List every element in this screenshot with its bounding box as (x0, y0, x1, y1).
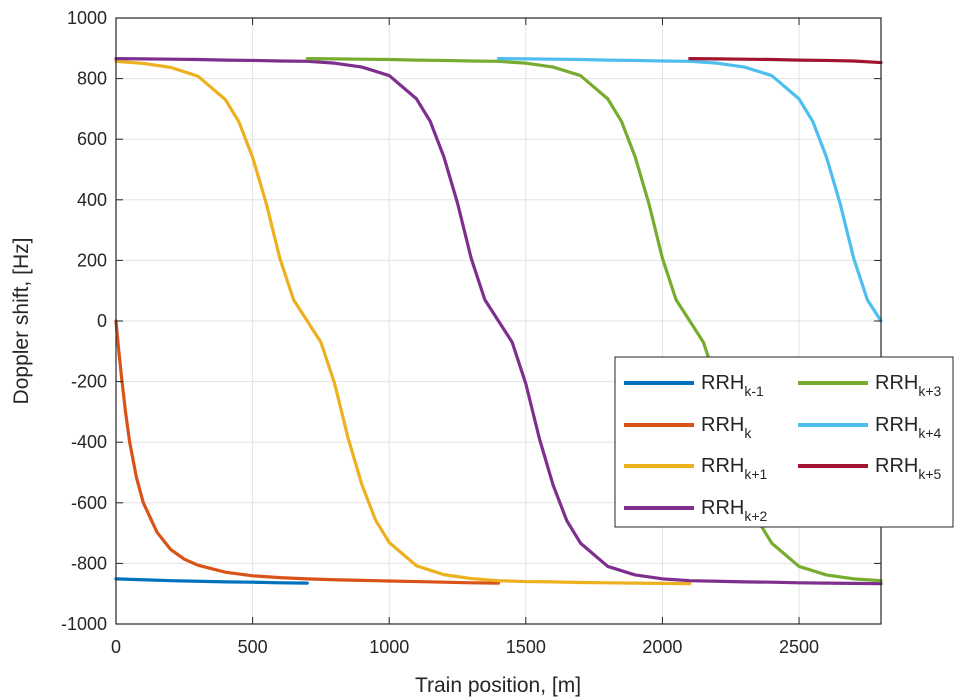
series-line-rrh-kplus2 (114, 56, 883, 586)
y-tick-label: -200 (71, 372, 107, 392)
legend-entry: RRHk+3 (875, 372, 942, 399)
y-tick-label: 200 (77, 250, 107, 270)
series-line-rrh-kplus3 (305, 56, 883, 583)
legend-entry: RRHk (701, 414, 752, 441)
series-line-rrh-kplus1 (114, 59, 692, 586)
y-tick-label: 800 (77, 69, 107, 89)
y-tick-label: 0 (97, 311, 107, 331)
y-axis-label: Doppler shift, [Hz] (10, 238, 33, 405)
y-tick-label: 600 (77, 129, 107, 149)
series-line-rrh-k-1 (114, 577, 309, 585)
y-tick-label: 400 (77, 190, 107, 210)
legend-entry: RRHk-1 (701, 372, 764, 399)
legend: RRHk-1 RRHk RRHk+1 RRHk+2 RRHk+3 RRHk+4 RRHk+5 (614, 356, 954, 528)
axis-ticks: 0 500 1000 1500 2000 2500-1000-800-600-400-20… (61, 8, 881, 657)
series-lines (114, 56, 883, 586)
legend-entry: RRHk+5 (875, 455, 942, 482)
legend-entry: RRHk+2 (701, 497, 768, 524)
series-line-rrh-kplus5 (688, 56, 883, 65)
legend-entry: RRHk+1 (701, 455, 768, 482)
x-axis-label: Train position, [m] (415, 674, 581, 697)
legend-box (614, 356, 954, 528)
x-tick-label: 2000 (642, 637, 682, 657)
series-line-rrh-k (114, 319, 501, 585)
x-tick-label: 500 (238, 637, 268, 657)
x-tick-label: 1500 (506, 637, 546, 657)
y-tick-label: -600 (71, 493, 107, 513)
x-tick-label: 2500 (779, 637, 819, 657)
y-tick-label: -800 (71, 553, 107, 573)
legend-entry: RRHk+4 (875, 414, 942, 441)
x-tick-label: 0 (111, 637, 121, 657)
y-tick-label: 1000 (67, 8, 107, 28)
y-tick-label: -1000 (61, 614, 107, 634)
series-line-rrh-kplus4 (496, 56, 883, 323)
x-tick-label: 1000 (369, 637, 409, 657)
y-tick-label: -400 (71, 432, 107, 452)
